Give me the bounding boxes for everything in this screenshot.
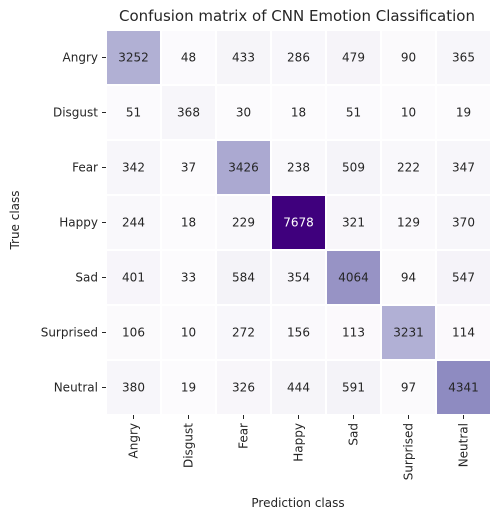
heatmap-cell <box>325 139 382 196</box>
cell-value-label: 368 <box>177 106 200 120</box>
heatmap-cell <box>325 84 382 141</box>
cell-value-label: 129 <box>397 216 420 230</box>
cell-value-label: 326 <box>232 381 255 395</box>
cell-value-label: 48 <box>181 51 196 65</box>
chart-title: Confusion matrix of CNN Emotion Classifi… <box>119 7 475 25</box>
cell-value-label: 547 <box>452 271 475 285</box>
cell-value-label: 444 <box>287 381 310 395</box>
cell-value-label: 51 <box>126 106 141 120</box>
cell-value-label: 4341 <box>448 381 479 395</box>
heatmap-cell <box>105 249 162 306</box>
cell-value-label: 342 <box>122 161 145 175</box>
x-axis-label: Prediction class <box>251 496 344 510</box>
heatmap-cell <box>215 84 272 141</box>
y-tick-label: Angry <box>63 51 98 65</box>
cell-value-label: 106 <box>122 326 145 340</box>
heatmap-cells <box>105 29 492 416</box>
x-tick-label: Happy <box>292 423 306 462</box>
y-axis-label: True class <box>8 190 22 250</box>
y-tick-label: Surprised <box>41 326 98 340</box>
cell-value-label: 244 <box>122 216 145 230</box>
heatmap-cell <box>380 359 437 416</box>
cell-value-label: 10 <box>401 106 416 120</box>
cell-value-label: 94 <box>401 271 416 285</box>
heatmap-cell <box>160 304 217 361</box>
cell-value-label: 347 <box>452 161 475 175</box>
x-tick-label: Neutral <box>457 423 471 467</box>
cell-value-label: 380 <box>122 381 145 395</box>
cell-value-label: 19 <box>181 381 196 395</box>
cell-value-label: 591 <box>342 381 365 395</box>
cell-value-label: 7678 <box>283 216 314 230</box>
heatmap-cell <box>435 359 492 416</box>
cell-value-label: 37 <box>181 161 196 175</box>
x-tick-label: Disgust <box>182 423 196 468</box>
cell-value-label: 401 <box>122 271 145 285</box>
cell-value-label: 229 <box>232 216 255 230</box>
heatmap-cell <box>215 249 272 306</box>
heatmap-cell <box>380 194 437 251</box>
cell-value-label: 321 <box>342 216 365 230</box>
x-tick-label: Surprised <box>402 423 416 480</box>
heatmap-cell <box>160 194 217 251</box>
heatmap-cell <box>435 304 492 361</box>
heatmap-cell <box>380 139 437 196</box>
cell-value-label: 3231 <box>393 326 424 340</box>
heatmap-cell <box>435 84 492 141</box>
cell-value-label: 97 <box>401 381 416 395</box>
cell-value-label: 272 <box>232 326 255 340</box>
heatmap-cell <box>215 359 272 416</box>
cell-value-label: 286 <box>287 51 310 65</box>
cell-value-label: 156 <box>287 326 310 340</box>
cell-value-label: 584 <box>232 271 255 285</box>
cell-value-label: 238 <box>287 161 310 175</box>
cell-value-label: 10 <box>181 326 196 340</box>
y-tick-label: Happy <box>59 216 98 230</box>
y-tick-label: Sad <box>75 271 98 285</box>
cell-value-label: 354 <box>287 271 310 285</box>
cell-value-label: 30 <box>236 106 251 120</box>
cell-value-label: 113 <box>342 326 365 340</box>
heatmap-cell <box>105 304 162 361</box>
x-tick-label: Fear <box>237 423 251 449</box>
heatmap-cell-labels: 3252 48 433 286 479 90 365 51 368 30 18 51 10 19 342 37… <box>118 51 479 395</box>
x-tick-label: Sad <box>347 423 361 446</box>
heatmap-cell <box>105 194 162 251</box>
heatmap-cell <box>380 29 437 86</box>
cell-value-label: 4064 <box>338 271 369 285</box>
heatmap-cell <box>435 139 492 196</box>
cell-value-label: 19 <box>456 106 471 120</box>
cell-value-label: 3426 <box>228 161 259 175</box>
heatmap-cell <box>160 139 217 196</box>
cell-value-label: 90 <box>401 51 416 65</box>
cell-value-label: 114 <box>452 326 475 340</box>
x-tick-label: Angry <box>127 423 141 458</box>
x-axis-ticks: Angry Disgust Fear Happy Sad Surprised Neutral <box>127 415 471 480</box>
cell-value-label: 433 <box>232 51 255 65</box>
cell-value-label: 509 <box>342 161 365 175</box>
y-tick-label: Fear <box>72 161 98 175</box>
heatmap-cell <box>215 139 272 196</box>
cell-value-label: 3252 <box>118 51 149 65</box>
cell-value-label: 51 <box>346 106 361 120</box>
cell-value-label: 370 <box>452 216 475 230</box>
y-tick-label: Disgust <box>53 106 98 120</box>
cell-value-label: 365 <box>452 51 475 65</box>
y-tick-label: Neutral <box>54 381 98 395</box>
cell-value-label: 479 <box>342 51 365 65</box>
heatmap-cell <box>270 359 327 416</box>
cell-value-label: 222 <box>397 161 420 175</box>
cell-value-label: 18 <box>291 106 306 120</box>
cell-value-label: 33 <box>181 271 196 285</box>
y-axis-ticks: Angry Disgust Fear Happy Sad Surprised Neutral <box>41 51 106 395</box>
cell-value-label: 18 <box>181 216 196 230</box>
